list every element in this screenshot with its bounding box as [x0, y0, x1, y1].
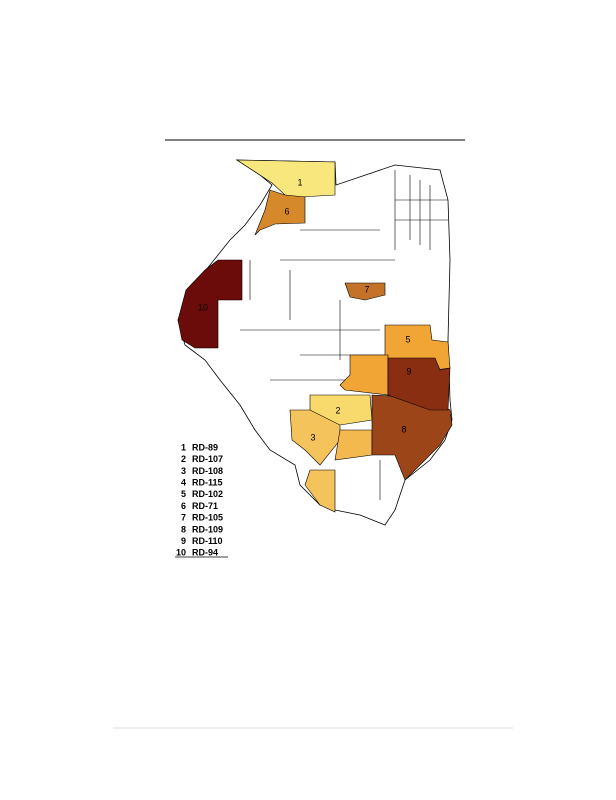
- region: [235, 159, 336, 198]
- legend-number: 8: [181, 524, 186, 534]
- legend-number: 5: [181, 489, 186, 499]
- legend-number: 1: [181, 442, 186, 452]
- legend-number: 2: [181, 454, 186, 464]
- legend-number: 7: [181, 513, 186, 523]
- legend-code: RD-115: [192, 477, 223, 487]
- region-label: 3: [310, 432, 315, 442]
- region-label: 10: [198, 302, 208, 312]
- region-label: 2: [335, 405, 340, 415]
- region-label: 9: [406, 366, 411, 376]
- region: [177, 259, 243, 349]
- legend-code: RD-105: [192, 513, 223, 523]
- region-label: 1: [297, 177, 302, 187]
- regions: [177, 159, 453, 513]
- region: [289, 409, 341, 466]
- legend-code: RD-110: [192, 536, 223, 546]
- legend-code: RD-109: [192, 524, 223, 534]
- legend-code: RD-108: [192, 466, 223, 476]
- region: [339, 354, 389, 396]
- legend-number: 10: [176, 548, 186, 558]
- legend: 1 RD-89 2 RD-107 3 RD-108 4 RD-115 5 RD-102 6 RD-71…: [176, 442, 223, 557]
- region: [304, 469, 336, 513]
- legend-number: 3: [181, 466, 186, 476]
- county-lines: [240, 170, 448, 505]
- region-label: 5: [405, 334, 410, 344]
- legend-number: 9: [181, 536, 186, 546]
- legend-code: RD-107: [192, 454, 223, 464]
- legend-code: RD-94: [192, 548, 218, 558]
- region-label: 7: [364, 284, 369, 294]
- legend-code: RD-89: [192, 442, 218, 452]
- legend-number: 6: [181, 501, 186, 511]
- legend-number: 4: [181, 477, 186, 487]
- legend-code: RD-71: [192, 501, 218, 511]
- region-label: 8: [401, 424, 406, 434]
- region-labels: 1 2 3 5 6 7 8 9 10: [198, 177, 412, 442]
- region: [254, 189, 306, 236]
- region: [334, 429, 373, 461]
- region: [344, 282, 386, 301]
- region-label: 6: [284, 206, 289, 216]
- legend-code: RD-102: [192, 489, 223, 499]
- region: [387, 357, 451, 411]
